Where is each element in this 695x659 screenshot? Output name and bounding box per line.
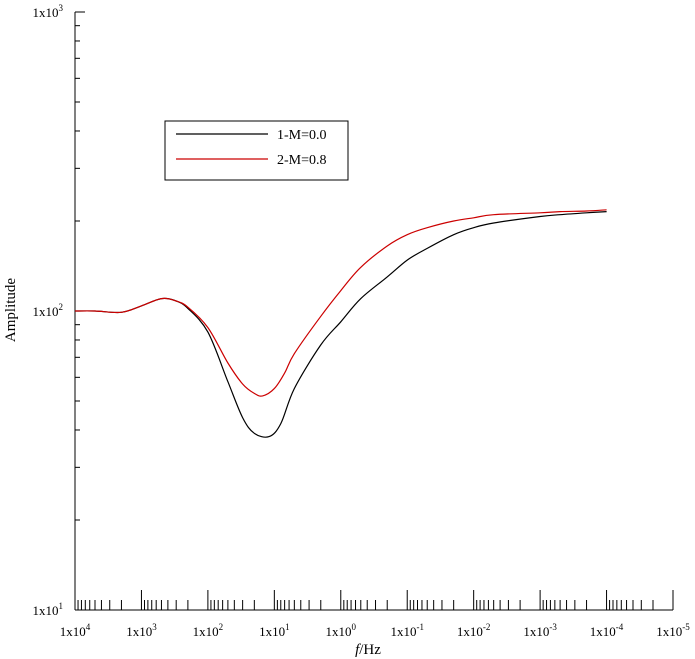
x-tick-label: 1x10-1 <box>390 622 424 639</box>
x-tick-label: 1x10-5 <box>656 622 690 639</box>
y-tick-label: 1x103 <box>33 3 64 20</box>
legend-box <box>164 120 349 181</box>
x-axis-title-unit: /Hz <box>359 642 381 658</box>
y-axis-title: Amplitude <box>3 278 19 343</box>
legend-label-2: 2-M=0.8 <box>277 153 327 168</box>
x-tick-label: 1x10-2 <box>457 622 491 639</box>
y-tick-label: 1x102 <box>33 302 64 319</box>
x-tick-label: 1x103 <box>126 622 157 639</box>
series-lines <box>74 209 607 438</box>
x-tick-label: 1x10-4 <box>590 622 624 639</box>
legend: 1-M=0.0 2-M=0.8 <box>164 120 349 181</box>
ticks <box>74 11 674 611</box>
x-tick-label: 1x101 <box>259 622 290 639</box>
y-tick-label: 1x101 <box>33 601 64 618</box>
series-line-2 <box>74 209 607 397</box>
legend-label-1: 1-M=0.0 <box>277 128 327 143</box>
x-tick-label: 1x104 <box>60 622 91 639</box>
tick-labels: 1x101 1x102 1x103 1x104 1x103 1x102 1x101 1x100… <box>33 3 691 639</box>
x-tick-label: 1x102 <box>193 622 224 639</box>
x-axis-title: f/Hz <box>355 642 381 658</box>
x-tick-label: 1x10-3 <box>523 622 557 639</box>
x-axis-title-italic: f <box>355 642 361 658</box>
series-line-1 <box>74 211 607 438</box>
x-tick-label: 1x100 <box>326 622 357 639</box>
axes <box>74 12 673 611</box>
